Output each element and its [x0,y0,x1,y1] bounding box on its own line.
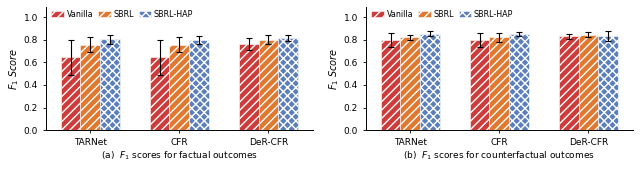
Bar [170,45,189,130]
Bar [420,33,440,130]
Bar [189,40,209,130]
Y-axis label: $F_1$ Score: $F_1$ Score [7,47,20,90]
Bar [400,38,420,130]
Bar [259,40,278,130]
Y-axis label: $F_1$ Score: $F_1$ Score [327,47,340,90]
Bar [470,40,490,130]
Bar [381,40,400,130]
X-axis label: (a)  $F_1$ scores for factual outcomes: (a) $F_1$ scores for factual outcomes [100,150,258,162]
Legend: Vanilla, SBRL, SBRL-HAP: Vanilla, SBRL, SBRL-HAP [49,8,195,21]
Bar [278,38,298,130]
X-axis label: (b)  $F_1$ scores for counterfactual outcomes: (b) $F_1$ scores for counterfactual outc… [403,150,595,162]
Bar [598,36,618,130]
Bar [80,45,100,130]
Bar [559,36,579,130]
Bar [61,57,80,130]
Bar [579,35,598,130]
Bar [100,39,120,130]
Bar [490,38,509,130]
Bar [150,57,170,130]
Bar [239,44,259,130]
Bar [509,34,529,130]
Legend: Vanilla, SBRL, SBRL-HAP: Vanilla, SBRL, SBRL-HAP [369,8,515,21]
